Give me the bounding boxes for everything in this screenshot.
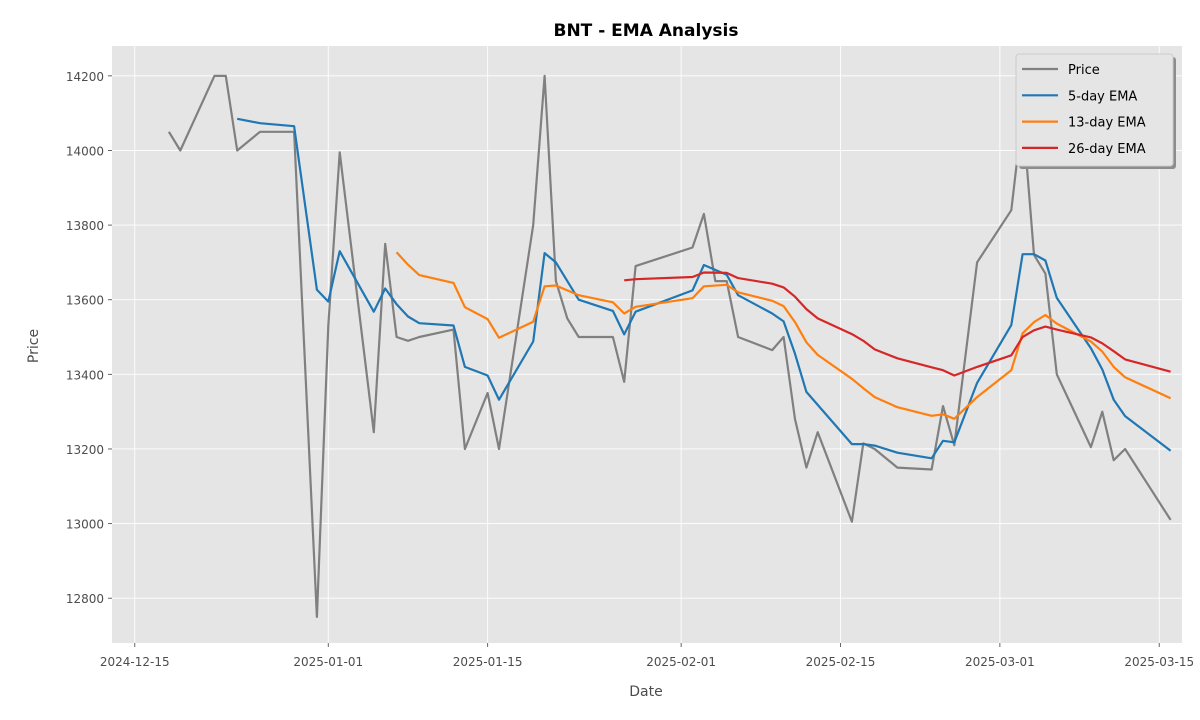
x-tick-label: 2025-02-15 <box>806 655 876 669</box>
y-tick-label: 13400 <box>66 368 104 382</box>
y-tick-label: 14000 <box>66 144 104 158</box>
y-tick-label: 13200 <box>66 443 104 457</box>
chart-title: BNT - EMA Analysis <box>554 21 739 41</box>
legend-label-13-day-ema: 13-day EMA <box>1068 116 1146 131</box>
y-tick-label: 13000 <box>66 518 104 532</box>
x-tick-label: 2025-03-15 <box>1124 655 1194 669</box>
y-axis-title: Price <box>26 329 42 363</box>
x-tick-label: 2025-03-01 <box>965 655 1035 669</box>
series-line-5-day-ema <box>236 117 1172 460</box>
x-tick-label: 2025-02-01 <box>646 655 716 669</box>
legend: Price 5-day EMA 13-day EMA 26-day EMA <box>1015 53 1176 169</box>
y-tick-label: 14200 <box>66 70 104 84</box>
legend-label-5-day-ema: 5-day EMA <box>1068 89 1137 104</box>
series-line-13-day-ema <box>395 251 1172 420</box>
series-line-price <box>167 74 1172 619</box>
x-tick-label: 2024-12-15 <box>100 655 170 669</box>
y-tick-label: 12800 <box>66 592 104 606</box>
series-lines <box>167 74 1172 619</box>
series-line-26-day-ema <box>624 271 1171 377</box>
legend-box <box>1015 53 1174 167</box>
y-tick-label: 13800 <box>66 219 104 233</box>
axis-ticks: 12800 13000 13200 13400 13600 13800 14000 14200… <box>66 70 1194 669</box>
x-tick-label: 2025-01-15 <box>453 655 523 669</box>
x-axis-title: Date <box>629 684 662 700</box>
legend-label-price: Price <box>1068 63 1100 78</box>
plot-area <box>112 46 1182 643</box>
y-tick-label: 13600 <box>66 294 104 308</box>
legend-label-26-day-ema: 26-day EMA <box>1068 142 1146 157</box>
x-tick-label: 2025-01-01 <box>293 655 363 669</box>
